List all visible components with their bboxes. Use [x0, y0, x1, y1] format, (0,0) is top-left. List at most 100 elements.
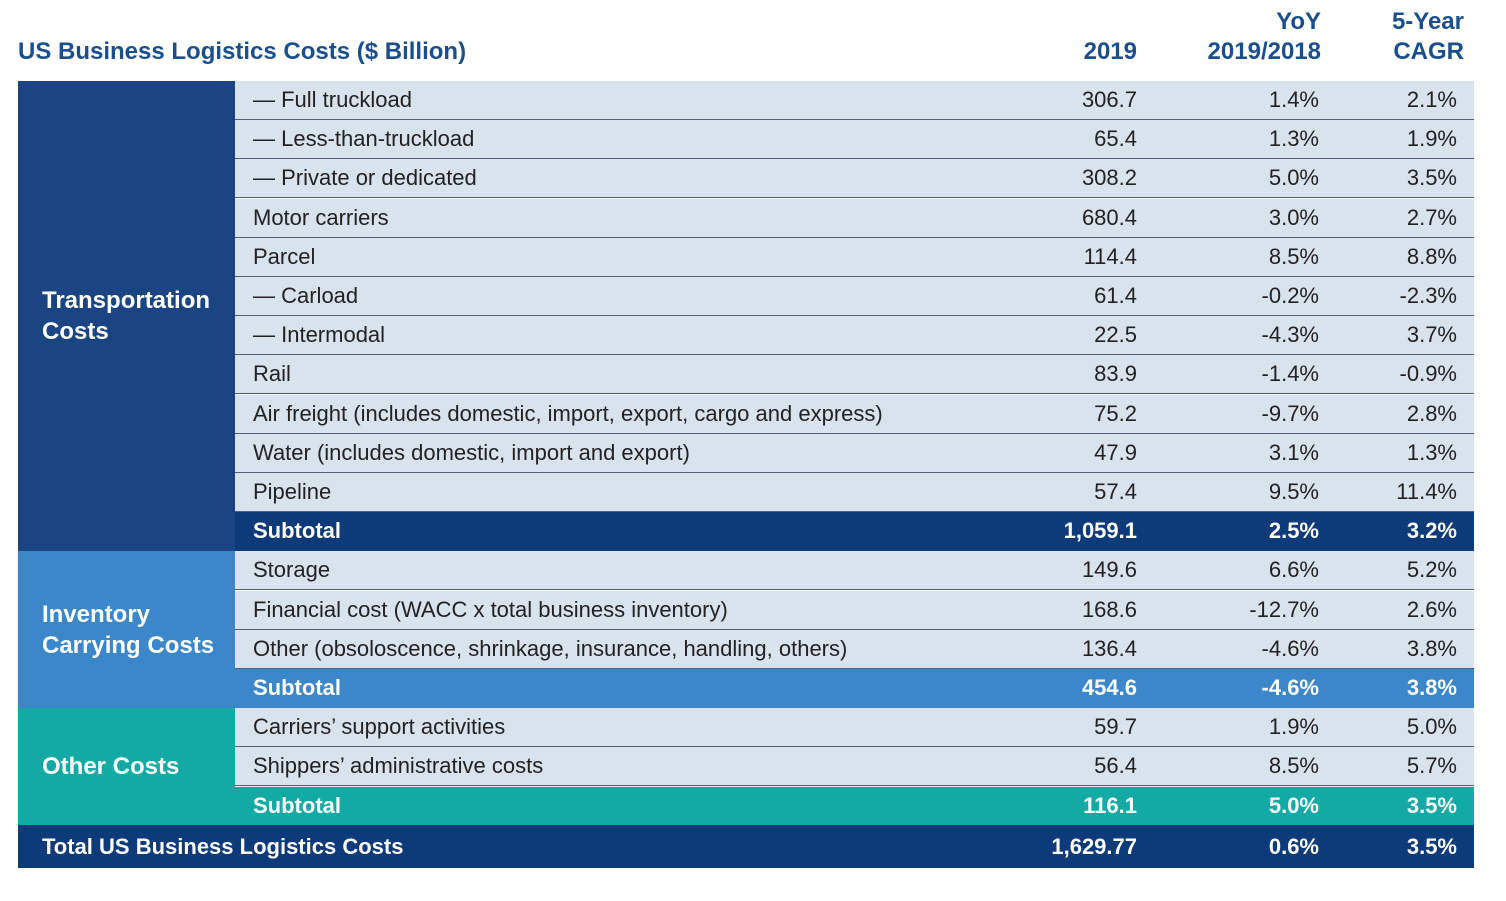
- cell-2019: 83.9: [1094, 361, 1137, 387]
- cell-cagr: 3.8%: [1406, 635, 1457, 661]
- total-label: Total US Business Logistics Costs: [42, 834, 404, 859]
- total-value-yoy: 0.6%: [1268, 834, 1319, 859]
- cell-2019: 114.4: [1083, 243, 1137, 269]
- cell-2019: 306.7: [1081, 87, 1137, 112]
- row-label: — Carload: [253, 283, 359, 308]
- cell-cagr: 3.8%: [1406, 675, 1457, 700]
- table-row: — Carload 61.4 -0.2% -2.3%: [235, 277, 1474, 316]
- cell-2019: 136.4: [1081, 635, 1137, 661]
- cell-cagr: 8.8%: [1406, 243, 1457, 269]
- cell-cagr: 3.5%: [1406, 165, 1457, 191]
- row-label: Rail: [253, 361, 291, 387]
- group-name: Other Costs: [42, 751, 179, 782]
- column-header-line: 2019: [1083, 38, 1137, 65]
- column-header-line: YoY: [1276, 8, 1321, 35]
- cell-yoy: -9.7%: [1261, 400, 1319, 426]
- column-header-cagr: 5-Year CAGR: [1324, 7, 1464, 67]
- subtotal-row: Subtotal 1,059.1 2.5% 3.2%: [235, 512, 1474, 552]
- column-header-yoy: YoY 2019/2018: [1151, 7, 1321, 67]
- column-header-line: CAGR: [1393, 38, 1464, 65]
- cell-cagr: 2.8%: [1406, 400, 1457, 426]
- table-row: — Less-than-truckload 65.4 1.3% 1.9%: [235, 120, 1474, 160]
- cell-2019: 65.4: [1094, 126, 1137, 152]
- column-header-2019: 2019: [987, 37, 1137, 67]
- row-label: — Intermodal: [253, 322, 386, 348]
- cell-2019: 57.4: [1094, 479, 1137, 504]
- cell-yoy: 5.0%: [1268, 792, 1319, 818]
- cell-yoy: 3.1%: [1268, 439, 1319, 465]
- table-row: Parcel 114.4 8.5% 8.8%: [235, 237, 1474, 277]
- row-label: Parcel: [253, 243, 316, 269]
- cell-2019: 454.6: [1081, 675, 1137, 700]
- group-name-line: Other Costs: [42, 753, 180, 781]
- cell-cagr: 1.3%: [1406, 439, 1457, 465]
- cell-cagr: 2.7%: [1406, 204, 1457, 230]
- cell-cagr: 5.7%: [1406, 753, 1457, 779]
- cell-cagr: -0.9%: [1399, 361, 1457, 387]
- table-row: Storage 149.6 6.6% 5.2%: [235, 551, 1474, 591]
- group-name-line: Inventory: [42, 600, 151, 628]
- cell-2019: 680.4: [1081, 204, 1137, 230]
- row-label: — Full truckload: [253, 87, 412, 112]
- cell-2019: 56.4: [1094, 753, 1137, 779]
- group-name: Inventory Carrying Costs: [42, 599, 214, 661]
- table-row: Pipeline 57.4 9.5% 11.4%: [235, 473, 1474, 512]
- row-label: Financial cost (WACC x total business in…: [253, 596, 728, 622]
- table-row: Air freight (includes domestic, import, …: [235, 394, 1474, 434]
- row-label: Subtotal: [253, 518, 341, 544]
- cell-yoy: 3.0%: [1268, 204, 1319, 230]
- cell-yoy: 8.5%: [1268, 243, 1319, 269]
- group-name-line: Costs: [42, 318, 109, 346]
- row-label: Subtotal: [253, 675, 341, 700]
- cell-yoy: 9.5%: [1268, 479, 1319, 504]
- group-name-line: Carrying Costs: [42, 631, 215, 659]
- table-row: Carriers’ support activities 59.7 1.9% 5.0%: [235, 708, 1474, 748]
- cell-yoy: 8.5%: [1268, 753, 1319, 779]
- cell-2019: 168.6: [1081, 596, 1137, 622]
- cell-cagr: 11.4%: [1396, 479, 1457, 504]
- cell-cagr: 3.7%: [1406, 322, 1457, 348]
- row-label: Motor carriers: [253, 204, 389, 230]
- total-row: Total US Business Logistics Costs 1,629.…: [18, 825, 1474, 868]
- cell-cagr: 3.5%: [1406, 792, 1457, 818]
- total-value-cagr: 3.5%: [1406, 834, 1457, 859]
- column-header-line: 5-Year: [1391, 8, 1464, 35]
- cell-yoy: 1.4%: [1268, 87, 1319, 112]
- cell-yoy: -12.7%: [1249, 596, 1319, 622]
- cell-2019: 116.1: [1083, 792, 1137, 818]
- cell-2019: 149.6: [1081, 557, 1137, 583]
- cell-cagr: 2.1%: [1406, 87, 1457, 112]
- row-label: — Less-than-truckload: [253, 126, 475, 152]
- row-label: Pipeline: [253, 479, 332, 504]
- row-label: Subtotal: [253, 792, 341, 818]
- subtotal-row: Subtotal 454.6 -4.6% 3.8%: [235, 669, 1474, 708]
- table-row: — Full truckload 306.7 1.4% 2.1%: [235, 81, 1474, 120]
- subtotal-row: Subtotal 116.1 5.0% 3.5%: [235, 786, 1474, 826]
- table-row: Other (obsoloscence, shrinkage, insuranc…: [235, 629, 1474, 669]
- cell-2019: 75.2: [1094, 400, 1137, 426]
- cell-cagr: 5.2%: [1406, 557, 1457, 583]
- cell-yoy: 1.3%: [1268, 126, 1319, 152]
- cell-yoy: -0.2%: [1261, 283, 1319, 308]
- cell-2019: 47.9: [1094, 439, 1137, 465]
- total-value-2019: 1,629.77: [1051, 834, 1137, 859]
- cell-2019: 61.4: [1094, 283, 1137, 308]
- cell-2019: 1,059.1: [1063, 518, 1137, 544]
- cell-yoy: -4.6%: [1261, 635, 1319, 661]
- cell-yoy: 2.5%: [1268, 518, 1319, 544]
- cell-yoy: -4.3%: [1261, 322, 1319, 348]
- cell-cagr: 3.2%: [1406, 518, 1457, 544]
- cell-yoy: 6.6%: [1268, 557, 1319, 583]
- row-label: — Private or dedicated: [253, 165, 477, 191]
- table-row: Motor carriers 680.4 3.0% 2.7%: [235, 198, 1474, 238]
- cell-cagr: -2.3%: [1399, 283, 1457, 308]
- table-row: Shippers’ administrative costs 56.4 8.5% 5.…: [235, 747, 1474, 787]
- row-label: Carriers’ support activities: [253, 714, 506, 740]
- cell-yoy: 5.0%: [1268, 165, 1319, 191]
- table-row: Rail 83.9 -1.4% -0.9%: [235, 355, 1474, 395]
- table-title: US Business Logistics Costs ($ Billion): [18, 38, 467, 65]
- group-name: Transportation Costs: [42, 285, 210, 347]
- row-label: Shippers’ administrative costs: [253, 753, 544, 779]
- logistics-cost-table: US Business Logistics Costs ($ Billion) …: [18, 0, 1474, 870]
- table-row: Financial cost (WACC x total business in…: [235, 590, 1474, 630]
